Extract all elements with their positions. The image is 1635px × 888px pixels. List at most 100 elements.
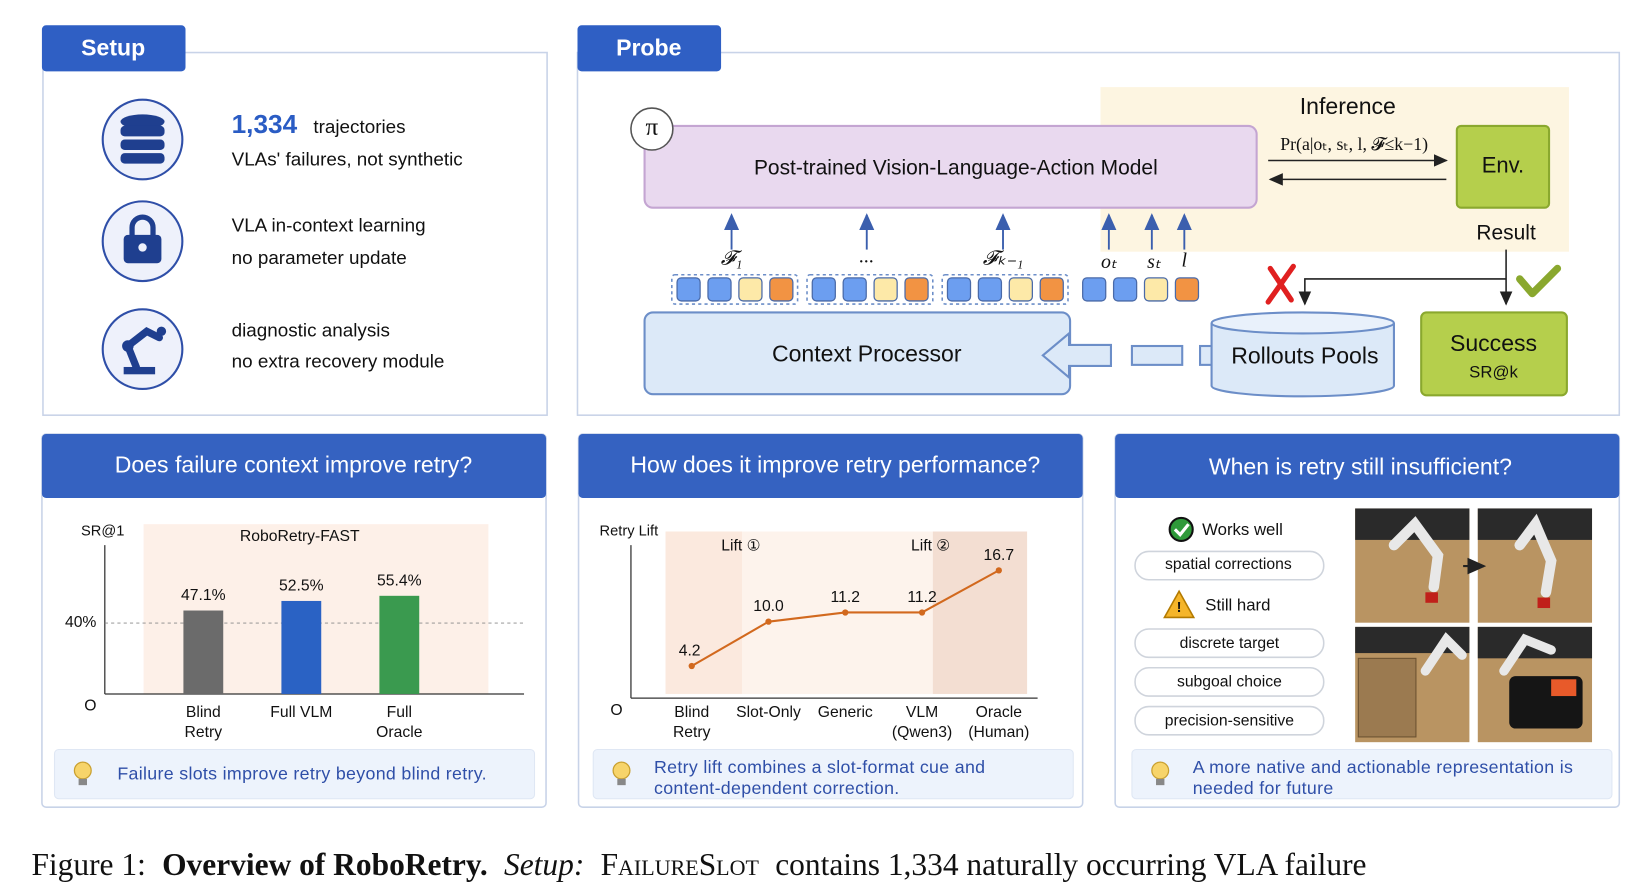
policy-badge xyxy=(630,107,674,151)
value-label: 11.2 xyxy=(907,589,936,606)
x-tick-label: Oracle (Human) xyxy=(968,703,1030,742)
x-tick-label: Blind Retry xyxy=(184,703,223,742)
chart-bg xyxy=(932,531,1028,694)
caption-label: Figure 1: xyxy=(31,847,145,882)
panel-title: Does failure context improve retry? xyxy=(115,452,472,478)
success-metric: SR@k xyxy=(1469,363,1518,382)
lock-glyph xyxy=(123,214,162,264)
pill xyxy=(1134,628,1325,659)
token xyxy=(811,277,836,302)
pill xyxy=(1134,666,1325,697)
token-group xyxy=(671,273,799,305)
success-box xyxy=(1420,311,1568,397)
probe-title: Probe xyxy=(616,34,681,60)
insufficient-panel: Works well spatial corrections ! Still h… xyxy=(1134,508,1593,743)
robot-photos xyxy=(1355,508,1593,743)
success-label: Success xyxy=(1450,330,1537,356)
up-arrows xyxy=(724,213,1192,250)
x-tick-label-box: Blind Retry xyxy=(672,703,711,742)
pill-text: subgoal choice xyxy=(1177,674,1282,691)
item-sub: no extra recovery module xyxy=(232,351,445,372)
tab xyxy=(577,25,722,72)
value-label: 47.1% xyxy=(181,587,226,604)
check-icon xyxy=(1168,516,1194,542)
token xyxy=(1112,277,1138,302)
token xyxy=(977,277,1003,302)
robot-glyph xyxy=(122,326,167,375)
value-label: 10.0 xyxy=(753,598,784,615)
chart-bg xyxy=(665,531,743,694)
caption-text: contains 1,334 naturally occurring VLA f… xyxy=(775,847,1366,882)
tips: Failure slots improve retry beyond blind… xyxy=(53,748,1613,800)
item-text: diagnostic analysis xyxy=(232,319,390,340)
panel-header xyxy=(578,434,1083,498)
result-label: Result xyxy=(1476,221,1536,244)
value-label: 16.7 xyxy=(984,547,1015,564)
panel-title: When is retry still insufficient? xyxy=(1209,454,1512,480)
pill xyxy=(1134,705,1325,736)
pill-text: spatial corrections xyxy=(1165,556,1292,573)
panel-header xyxy=(1115,434,1620,498)
tab xyxy=(41,25,186,72)
bulb-base xyxy=(78,778,87,786)
x-tick-label-box: Generic xyxy=(818,703,873,721)
warning-mark: ! xyxy=(1177,600,1182,616)
token-strip xyxy=(671,273,1200,305)
token-label: sₜ xyxy=(1147,251,1162,273)
item-text: VLA in-context learning xyxy=(232,215,426,236)
token xyxy=(904,277,929,302)
setup-title: Setup xyxy=(81,34,145,60)
x-tick-label-box: Slot-Only xyxy=(736,703,801,721)
arrow-segment xyxy=(1130,344,1184,366)
highlight-number: 1,334 xyxy=(232,109,298,139)
fail-cross xyxy=(1265,263,1296,305)
annotation: Lift ② xyxy=(911,537,950,554)
chart-subtitle: RoboRetry-FAST xyxy=(240,528,360,545)
token xyxy=(1082,277,1107,302)
rollouts-pools-label: Rollouts Pools xyxy=(1231,343,1378,369)
setup-panel: Setup 1,334 trajectories VLAs' failures,… xyxy=(41,25,548,416)
panel-header xyxy=(41,434,547,498)
token xyxy=(769,277,794,302)
env-label: Env. xyxy=(1482,153,1524,178)
caption-bold: Overview of RoboRetry. xyxy=(162,847,488,882)
result-arrows xyxy=(1298,249,1513,306)
value-label: 55.4% xyxy=(377,572,422,589)
bulb-icon xyxy=(612,761,631,780)
item-sub: VLAs' failures, not synthetic xyxy=(232,148,463,169)
pill-text: precision-sensitive xyxy=(1165,712,1295,729)
still-hard-label: Still hard xyxy=(1205,595,1270,614)
token xyxy=(946,277,972,302)
token xyxy=(707,277,732,302)
y-axis-label: Retry Lift xyxy=(600,523,659,539)
token xyxy=(1174,277,1200,302)
token xyxy=(1008,277,1033,302)
tip-box xyxy=(53,748,536,800)
icon-robot xyxy=(101,308,184,391)
y-tick-label: O xyxy=(84,698,96,715)
bulb-icon xyxy=(73,761,92,780)
item-text: trajectories xyxy=(313,116,405,137)
x-tick-label: Blind Retry xyxy=(672,703,711,742)
token-label: l xyxy=(1182,250,1188,272)
token-label: oₜ xyxy=(1101,251,1118,273)
point xyxy=(918,609,926,616)
panel-title: How does it improve retry performance? xyxy=(630,452,1040,478)
token-label: 𝓕ₖ₋₁ xyxy=(983,248,1024,270)
probe-panel: Probe Inference Post-trained Vision-Lang… xyxy=(576,25,1621,416)
rollouts-cylinder xyxy=(1210,311,1395,398)
caption: Figure 1: Overview of RoboRetry. Setup: … xyxy=(31,847,1366,882)
x-tick-label: Full Oracle xyxy=(376,703,423,742)
tip-text: Failure slots improve retry beyond blind… xyxy=(117,763,487,783)
x-tick-label-box: Blind Retry xyxy=(184,703,223,742)
y-axis-label: SR@1 xyxy=(81,523,124,539)
formula: Pr(a|oₜ, sₜ, l, 𝓕≤k−1) xyxy=(1280,134,1428,155)
token xyxy=(1039,277,1064,302)
bulb-base xyxy=(617,778,626,786)
check-mark xyxy=(1173,523,1190,538)
token xyxy=(676,277,701,302)
tip-text: A more native and actionable representat… xyxy=(1193,757,1574,777)
y-tick-label: 40% xyxy=(65,614,96,631)
token-label: ... xyxy=(859,246,874,268)
x-tick-label-box: VLM (Qwen3) xyxy=(892,703,952,741)
